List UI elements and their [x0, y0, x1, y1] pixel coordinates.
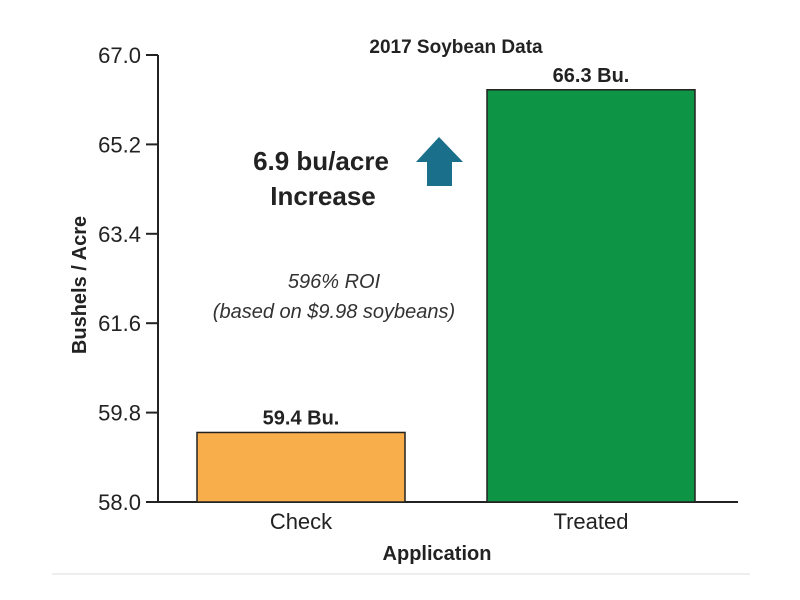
y-tick-label: 67.0	[98, 43, 141, 68]
roi-annotation-line1: 596% ROI	[288, 271, 381, 293]
bar-treated	[486, 89, 696, 503]
x-tick-label-treated: Treated	[553, 509, 628, 534]
footer-divider	[52, 573, 750, 575]
y-ticks: 58.0 59.8 61.6 63.4 65.2 67.0	[98, 43, 158, 515]
x-axis-label: Application	[383, 543, 492, 565]
x-tick-labels: Check Treated	[270, 509, 629, 534]
bars: 59.4 Bu. 66.3 Bu.	[196, 65, 696, 503]
y-tick-label: 61.6	[98, 311, 141, 336]
up-arrow-icon	[416, 137, 463, 186]
y-tick-label: 58.0	[98, 490, 141, 515]
chart-title: 2017 Soybean Data	[369, 37, 543, 58]
increase-annotation-line2: Increase	[270, 181, 376, 211]
roi-annotation-line2: (based on $9.98 soybeans)	[213, 301, 455, 323]
bar-check	[196, 431, 406, 503]
increase-annotation-line1: 6.9 bu/acre	[253, 146, 389, 176]
y-axis-label: Bushels / Acre	[69, 216, 91, 354]
data-label-treated: 66.3 Bu.	[553, 65, 630, 87]
data-label-check: 59.4 Bu.	[263, 407, 340, 429]
y-tick-label: 59.8	[98, 401, 141, 426]
y-tick-label: 63.4	[98, 222, 141, 247]
y-tick-label: 65.2	[98, 132, 141, 157]
x-tick-label-check: Check	[270, 509, 333, 534]
